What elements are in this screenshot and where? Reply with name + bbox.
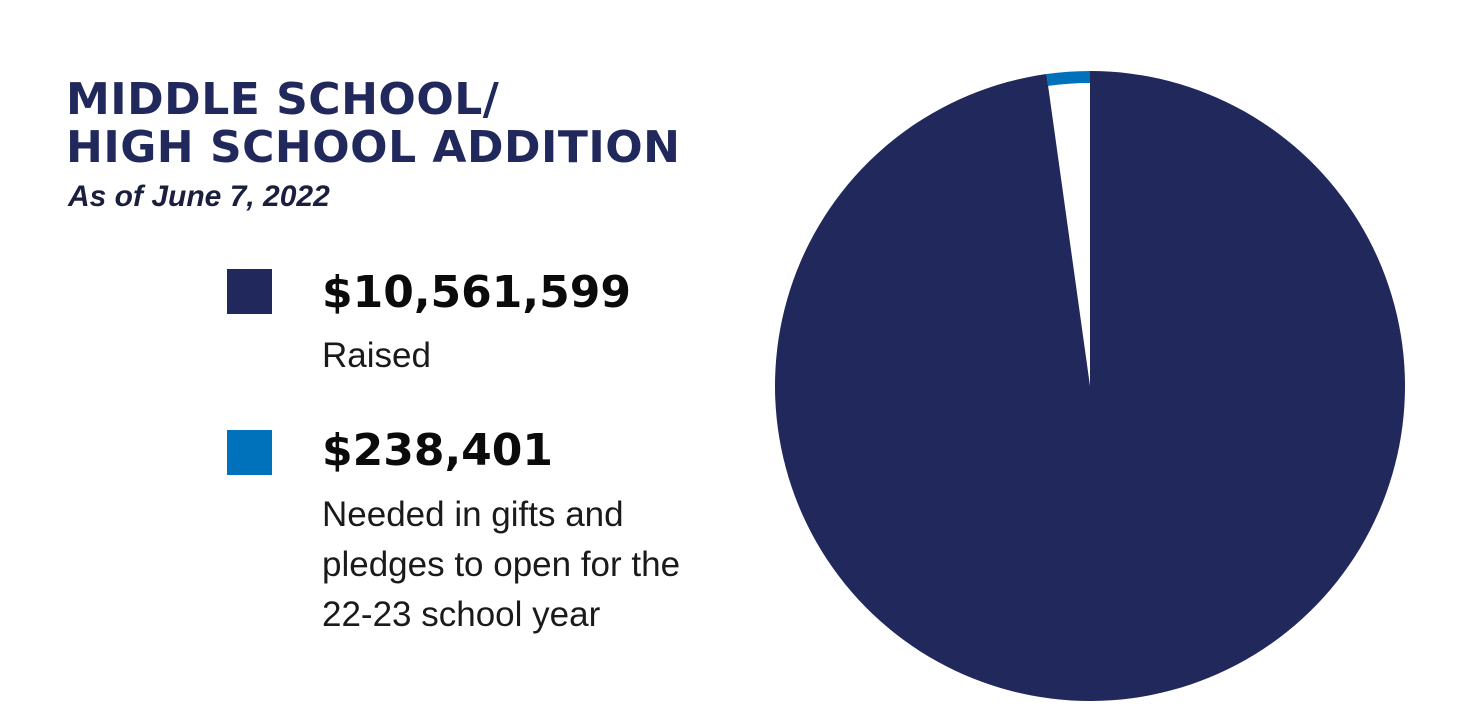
legend-swatch-needed: [227, 430, 272, 475]
chart-title: MIDDLE SCHOOL/ HIGH SCHOOL ADDITION: [66, 76, 681, 172]
pie-slice-needed: [1046, 71, 1090, 86]
legend-swatch-raised: [227, 269, 272, 314]
pie-chart: [775, 71, 1405, 701]
legend-label-raised: Raised: [322, 336, 431, 375]
legend-amount-needed: $238,401: [322, 425, 554, 476]
chart-subtitle: As of June 7, 2022: [68, 180, 330, 213]
chart-title-line-2: HIGH SCHOOL ADDITION: [66, 122, 681, 173]
chart-title-line-1: MIDDLE SCHOOL/: [66, 74, 500, 125]
legend-amount-raised: $10,561,599: [322, 267, 631, 318]
legend-label-needed: Needed in gifts and pledges to open for …: [322, 495, 681, 634]
pie-slice-raised: [775, 71, 1405, 701]
